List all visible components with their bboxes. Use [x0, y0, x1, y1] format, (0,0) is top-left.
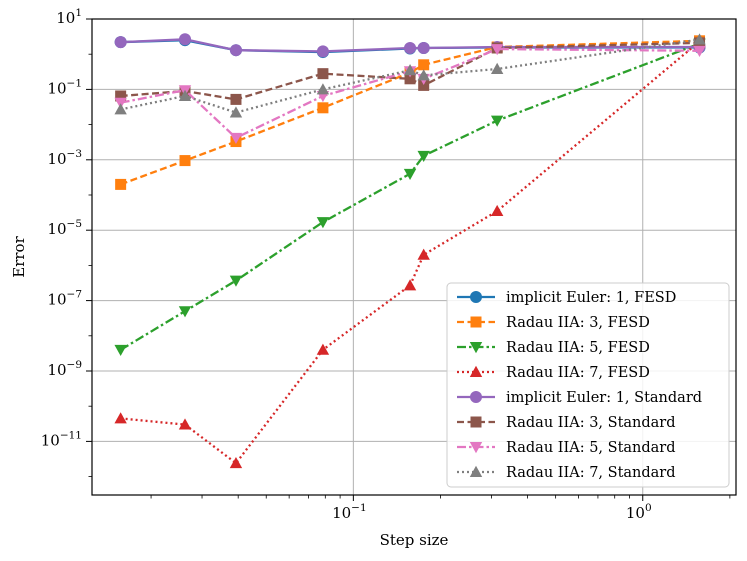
y-tick-label: 10−3 [47, 148, 82, 168]
data-point [403, 279, 417, 291]
legend-marker [469, 442, 483, 454]
data-point [490, 204, 504, 217]
data-point [115, 90, 127, 102]
legend-label: implicit Euler: 1, Standard [506, 390, 702, 406]
data-point [417, 42, 430, 55]
legend-marker [470, 291, 482, 303]
legend-label: implicit Euler: 1, FESD [506, 290, 676, 306]
legend-item: Radau IIA: 7, Standard [457, 465, 676, 481]
series-line [120, 38, 700, 53]
legend-item: implicit Euler: 1, FESD [457, 290, 676, 306]
plot-area-frame [91, 18, 737, 496]
legend-label: Radau IIA: 3, Standard [506, 415, 676, 431]
y-tick-label: 10−9 [47, 359, 82, 379]
data-point [230, 93, 242, 105]
data-point [316, 343, 330, 355]
y-axis-label: Error [10, 235, 28, 277]
series-line [120, 39, 700, 186]
legend-marker [470, 391, 482, 403]
legend-label: Radau IIA: 3, FESD [506, 315, 650, 331]
x-tick-label: 100 [626, 502, 652, 522]
data-point [229, 132, 243, 145]
data-point [418, 59, 430, 71]
legend-item: Radau IIA: 3, Standard [457, 415, 676, 431]
legend: implicit Euler: 1, FESD Radau IIA: 3, FES… [446, 282, 730, 488]
data-point [490, 44, 504, 56]
series-line [120, 47, 700, 140]
x-tick-label: 10−1 [332, 502, 367, 522]
series-line [120, 40, 701, 465]
legend-label: Radau IIA: 5, Standard [506, 440, 676, 456]
y-tick-label: 101 [56, 7, 82, 27]
legend-item: implicit Euler: 1, Standard [457, 390, 702, 406]
legend-item: Radau IIA: 5, FESD [457, 340, 650, 356]
data-point [229, 457, 243, 469]
data-point [115, 178, 127, 190]
legend-marker [469, 365, 483, 377]
data-point [229, 44, 242, 57]
data-point [179, 33, 192, 46]
data-point [316, 217, 330, 229]
series-8 [114, 33, 706, 118]
data-point [229, 106, 243, 118]
legend-marker [470, 416, 482, 428]
data-point [114, 344, 127, 357]
legend-marker [470, 316, 482, 328]
legend-item: Radau IIA: 3, FESD [457, 315, 650, 331]
legend-item: Radau IIA: 5, Standard [457, 440, 676, 456]
series-layer [114, 33, 706, 469]
legend-marker [469, 342, 483, 354]
data-point [693, 45, 706, 57]
legend-marker [469, 465, 483, 477]
data-point [114, 103, 127, 115]
data-point [316, 45, 329, 58]
y-tick-label: 10−5 [47, 218, 82, 238]
legend-label: Radau IIA: 7, Standard [506, 465, 676, 481]
y-tick-label: 10−7 [47, 289, 82, 309]
data-point [178, 418, 192, 430]
data-point [317, 68, 329, 80]
x-axis-label: Step size [380, 531, 449, 549]
data-point [490, 62, 504, 74]
data-point [114, 36, 127, 49]
data-point [179, 155, 191, 167]
data-point [417, 69, 430, 81]
legend-label: Radau IIA: 7, FESD [506, 365, 650, 381]
data-point [114, 412, 127, 424]
y-tick-label: 10−1 [47, 77, 82, 97]
data-point [403, 64, 417, 76]
data-point [316, 83, 330, 95]
data-point [417, 150, 430, 162]
data-point [317, 102, 329, 114]
series-7 [114, 44, 706, 145]
series-2 [115, 35, 706, 190]
legend-item: Radau IIA: 7, FESD [457, 365, 650, 381]
data-point [178, 89, 192, 101]
data-point [490, 115, 504, 127]
data-point [404, 73, 416, 85]
data-point [693, 33, 706, 45]
y-tick-label: 10−11 [41, 429, 82, 449]
data-point [229, 275, 243, 287]
series-4 [114, 35, 706, 469]
legend-label: Radau IIA: 5, FESD [506, 340, 650, 356]
legend-box [446, 282, 730, 488]
data-point [178, 306, 192, 318]
axis-ticks: 10−1 100 101 10−1 10−3 10−5 10−7 10−9 10−11 [41, 7, 731, 522]
series-5 [114, 33, 706, 58]
data-point [404, 42, 417, 55]
data-point [417, 248, 430, 260]
data-point [418, 79, 430, 91]
data-point [403, 168, 417, 181]
